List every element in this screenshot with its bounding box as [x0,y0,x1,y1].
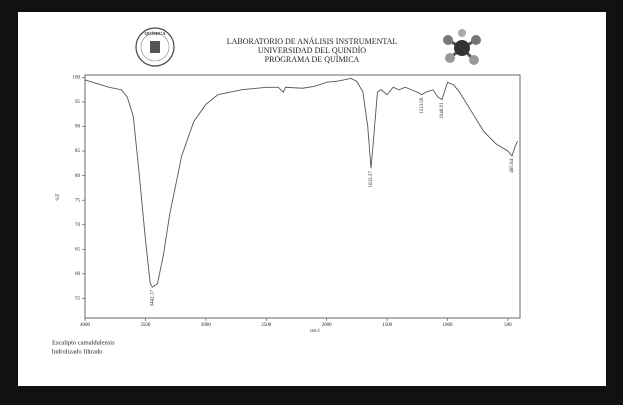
peak-label: 3442.17 [151,290,156,307]
x-tick-label: 500 [504,323,512,328]
x-tick-label: 3500 [140,323,151,328]
y-axis-label: %T [56,193,61,200]
logo-text: QUÍMICA [145,31,167,36]
y-tick-label: 90 [75,125,81,130]
caption: Escalipto camaldulensis [52,339,115,346]
x-tick-label: 4000 [80,323,91,328]
chart: QUÍMICA LABORATORIO DE ANÁLISIS INSTRUME… [0,0,623,400]
x-tick-label: 1500 [382,323,393,328]
peak-label: 1046.91 [440,102,445,119]
title-line: PROGRAMA DE QUÍMICA [265,54,360,64]
y-tick-label: 55 [75,297,81,302]
y-tick-label: 75 [75,198,81,203]
title-line: UNIVERSIDAD DEL QUINDÍO [258,45,366,55]
y-tick-label: 60 [75,272,81,277]
logo: QUÍMICA [136,28,174,66]
y-tick-label: 70 [75,223,81,228]
x-tick-label: 3000 [201,323,212,328]
x-tick-label: 2500 [261,323,272,328]
y-tick-label: 80 [75,174,81,179]
x-tick-label: 2000 [322,323,333,328]
peak-label: 1213.09 [420,97,425,114]
y-tick-label: 85 [75,149,81,154]
x-tick-label: 1000 [443,323,454,328]
y-tick-label: 100 [73,76,81,81]
peak-label: 465.64 [510,159,515,173]
caption: hidrolizado filtrado [52,348,102,355]
y-tick-label: 65 [75,247,81,252]
peak-label: 1633.37 [369,171,374,188]
y-tick-label: 95 [75,100,81,105]
x-axis-label: cm-1 [310,329,321,334]
title-line: LABORATORIO DE ANÁLISIS INSTRUMENTAL [227,36,398,46]
